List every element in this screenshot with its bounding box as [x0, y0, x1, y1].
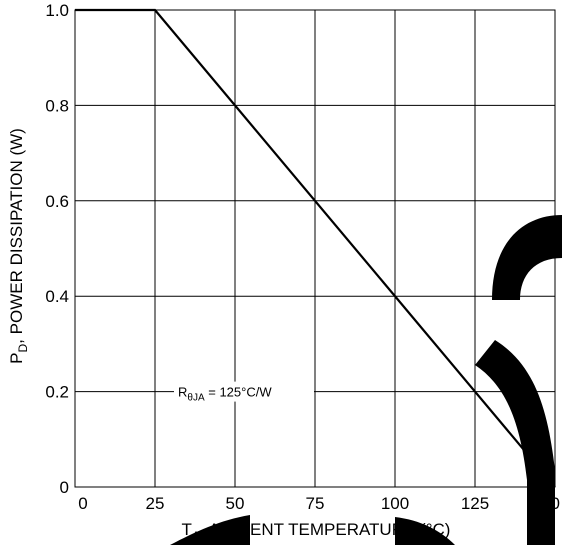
- watermark-bottom-left: [170, 515, 250, 545]
- annotation-text: RθJA = 125°C/W: [178, 385, 272, 404]
- y-tick-label-1: 0.2: [45, 383, 69, 402]
- x-tick-label-3: 75: [306, 494, 325, 513]
- watermark-logo: [170, 215, 562, 545]
- y-tick-label-3: 0.6: [45, 192, 69, 211]
- y-tick-label-2: 0.4: [45, 287, 69, 306]
- series-line-0: [75, 8, 556, 488]
- annotation-main: R: [178, 385, 187, 400]
- watermark-arc-top: [492, 215, 562, 300]
- y-tick-labels: 0 0.2 0.4 0.6 0.8 1.0: [45, 1, 69, 497]
- y-tick-label-0: 0: [60, 478, 69, 497]
- y-tick-label-4: 0.8: [45, 96, 69, 115]
- y-tick-label-5: 1.0: [45, 1, 69, 20]
- x-tick-label-5: 125: [461, 494, 489, 513]
- x-tick-label-6: 150: [532, 494, 560, 513]
- x-tick-label-2: 50: [226, 494, 245, 513]
- annotation-rest: = 125°C/W: [205, 385, 273, 400]
- x-tick-label-0: 0: [78, 494, 87, 513]
- grid: [74, 9, 556, 488]
- annotation-sub: θJA: [187, 393, 205, 404]
- x-axis-label: TA, AMBIENT TEMPERATURE (°C): [182, 520, 451, 543]
- x-tick-label-4: 100: [381, 494, 409, 513]
- y-axis-label: PD, POWER DISSIPATION (W): [7, 128, 30, 364]
- watermark-arc-bottom: [475, 340, 555, 545]
- x-tick-label-1: 25: [146, 494, 165, 513]
- x-tick-labels: 0 25 50 75 100 125 150: [78, 494, 560, 513]
- series: [75, 8, 556, 488]
- annotation-bg: [174, 381, 314, 402]
- annotation: RθJA = 125°C/W: [174, 381, 314, 404]
- watermark-bottom-right: [395, 517, 455, 545]
